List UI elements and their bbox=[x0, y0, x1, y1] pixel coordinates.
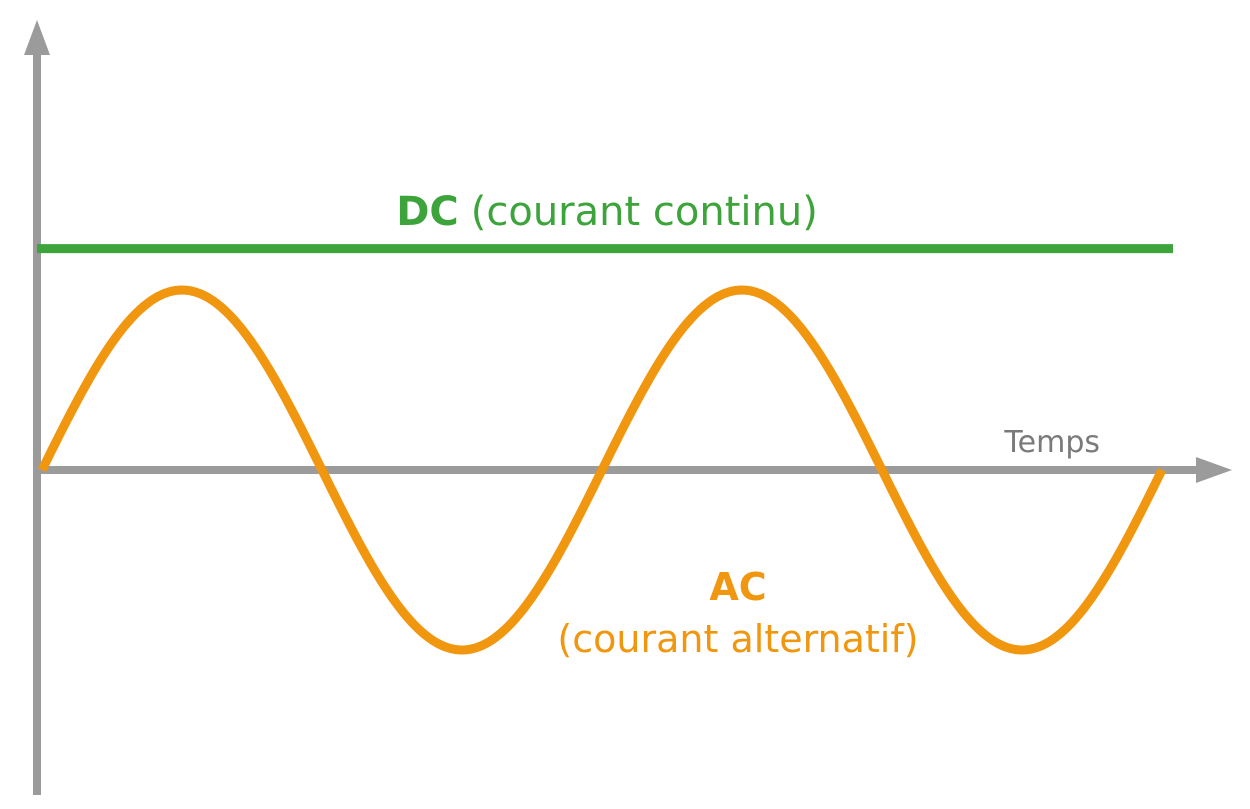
dc-series-name: DC bbox=[396, 189, 459, 235]
dc-series-label: DC (courant continu) bbox=[396, 189, 818, 235]
x-axis-arrow-icon bbox=[1196, 457, 1232, 483]
ac-series-name: AC bbox=[709, 565, 766, 609]
ac-series-description: (courant alternatif) bbox=[557, 617, 918, 661]
x-axis-label: Temps bbox=[1003, 425, 1100, 460]
ac-series-line bbox=[37, 285, 1167, 655]
dc-series-description: (courant continu) bbox=[471, 189, 818, 235]
y-axis-arrow-icon bbox=[24, 20, 50, 55]
